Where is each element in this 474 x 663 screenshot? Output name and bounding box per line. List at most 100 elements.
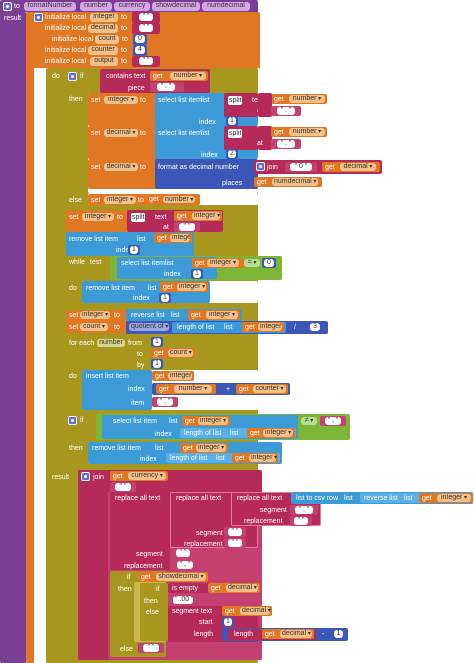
var-dropdown-integer[interactable]: integer (104, 196, 136, 204)
var-dropdown-numdecimal[interactable]: numdecimal (272, 178, 318, 186)
init-gear-icon[interactable] (34, 13, 43, 22)
compare-op-dropdown[interactable]: = (244, 259, 260, 267)
text-literal-empty[interactable]: " " (143, 644, 159, 652)
number-literal[interactable]: 1 (228, 117, 236, 125)
set-integer-else-block[interactable] (88, 194, 200, 205)
if-empty-block[interactable] (140, 583, 168, 641)
local-name-counter[interactable]: counter (88, 46, 118, 55)
var-dropdown-integer[interactable]: integer (198, 417, 228, 425)
compare-op-dropdown[interactable]: ≠ (301, 417, 317, 425)
text-literal-comma[interactable]: " , " (177, 561, 193, 569)
if-gear-icon[interactable] (68, 72, 77, 81)
text-literal-dot[interactable]: " . " (157, 83, 175, 91)
local-name-count[interactable]: count (95, 35, 119, 44)
length-of-list-block[interactable] (180, 428, 296, 438)
test-label: test (90, 259, 102, 266)
var-dropdown-number[interactable]: number (289, 95, 325, 103)
reverse-list-block[interactable] (360, 493, 472, 503)
var-dropdown-integer[interactable]: integer (437, 494, 471, 502)
init-local-label: initialize local (45, 47, 87, 54)
local-name-decimal[interactable]: decimal (88, 24, 118, 33)
param-showdecimal[interactable]: showdecimal (152, 2, 200, 11)
text-literal-empty[interactable]: " " (115, 483, 131, 491)
places-label: places (222, 180, 243, 187)
var-dropdown-integer[interactable]: integer (207, 259, 239, 267)
param-numdecimal[interactable]: numdecimal (202, 2, 250, 11)
var-dropdown-number[interactable]: number (163, 196, 195, 203)
text-literal-dot00[interactable]: " .00 " (173, 596, 194, 604)
number-literal[interactable]: 1 (334, 630, 343, 638)
var-dropdown-number[interactable]: number (170, 72, 206, 80)
procedure-name-field[interactable]: formatNumber (24, 2, 76, 11)
var-dropdown-count[interactable]: count (168, 349, 193, 357)
number-literal[interactable]: 2 (228, 150, 236, 158)
var-dropdown-decimal[interactable]: decimal (280, 630, 312, 638)
if-gear-icon[interactable] (68, 416, 77, 425)
var-dropdown-showdecimal[interactable]: showdecimal (156, 573, 206, 581)
var-dropdown-integer[interactable]: integer (104, 96, 138, 104)
text-literal[interactable]: " " (139, 57, 153, 65)
var-dropdown-integer[interactable]: integer (258, 323, 282, 331)
var-dropdown-count[interactable]: count (80, 323, 108, 331)
var-dropdown-integer[interactable]: integer (192, 212, 220, 220)
format-decimal-block[interactable] (155, 159, 258, 189)
insert-list-item-label: insert list item (86, 373, 129, 380)
param-currency[interactable]: currency (114, 2, 150, 11)
length-of-list-block[interactable] (172, 322, 286, 333)
join-gear-icon[interactable] (81, 472, 90, 481)
number-literal[interactable]: 0 (135, 35, 145, 43)
var-dropdown-integer[interactable]: integer (249, 454, 276, 462)
var-dropdown-decimal[interactable]: decimal (104, 163, 138, 171)
text-literal-empty[interactable]: " " (176, 549, 190, 557)
length-label: length (234, 631, 254, 638)
var-dropdown-number[interactable]: number (289, 128, 325, 136)
var-dropdown-number[interactable]: number (174, 385, 212, 393)
var-dropdown-currency[interactable]: currency (128, 472, 166, 480)
number-literal[interactable]: 1 (193, 270, 201, 278)
number-literal[interactable]: 4 (135, 46, 145, 54)
text-literal-empty[interactable]: " " (228, 528, 242, 536)
local-name-integer[interactable]: integer (90, 13, 118, 22)
text-literal-empty[interactable]: " " (228, 539, 242, 547)
var-dropdown-integer[interactable]: integer (168, 372, 192, 380)
param-number[interactable]: number (80, 2, 112, 11)
local-name-output[interactable]: output (90, 57, 118, 66)
text-literal-comma[interactable]: " , " (295, 506, 313, 514)
insert-list-item-block[interactable] (82, 370, 152, 410)
text-literal-empty[interactable]: " " (294, 517, 308, 525)
replace-all-outer-block[interactable] (110, 492, 170, 570)
mutator-gear-icon[interactable] (3, 2, 12, 11)
var-dropdown-integer[interactable]: integer (196, 444, 226, 452)
var-dropdown-decimal[interactable]: decimal (226, 584, 258, 592)
number-literal[interactable]: 0 (264, 259, 274, 267)
var-dropdown-decimal[interactable]: decimal (240, 607, 270, 615)
number-literal[interactable]: 1 (224, 618, 232, 626)
text-literal-dot[interactable]: " . " (277, 107, 295, 115)
number-literal[interactable]: 1 (153, 338, 161, 346)
var-dropdown-counter[interactable]: counter (253, 385, 286, 393)
text-literal-comma[interactable]: " , " (157, 398, 173, 406)
number-literal[interactable]: 3 (310, 323, 320, 331)
var-dropdown-decimal[interactable]: decimal (340, 163, 376, 171)
text-literal[interactable]: " " (139, 24, 153, 32)
text-literal-dot[interactable]: " . " (277, 140, 295, 148)
loop-var-number[interactable]: number (97, 339, 125, 347)
var-dropdown-integer[interactable]: integer (263, 429, 293, 437)
number-literal[interactable]: 1 (161, 294, 169, 302)
number-literal[interactable]: 1 (153, 360, 161, 368)
text-literal-zero[interactable]: " 0 " (290, 163, 312, 171)
number-literal[interactable]: 1 (130, 246, 138, 254)
text-literal[interactable]: " " (139, 13, 153, 21)
set-label: set (91, 130, 101, 137)
join-gear-icon[interactable] (256, 162, 265, 171)
length-of-list-block[interactable] (166, 453, 280, 463)
text-literal-empty[interactable]: " " (179, 223, 195, 231)
var-dropdown-integer[interactable]: integer (170, 234, 190, 242)
var-dropdown-integer[interactable]: integer (82, 213, 114, 221)
text-literal-comma[interactable]: " , " (325, 417, 341, 425)
var-dropdown-decimal[interactable]: decimal (104, 129, 138, 137)
var-dropdown-integer[interactable]: integer (177, 283, 206, 291)
var-dropdown-integer[interactable]: integer (80, 311, 110, 319)
var-dropdown-integer[interactable]: integer (206, 311, 238, 319)
quotient-dropdown[interactable]: quotient of (129, 323, 169, 331)
